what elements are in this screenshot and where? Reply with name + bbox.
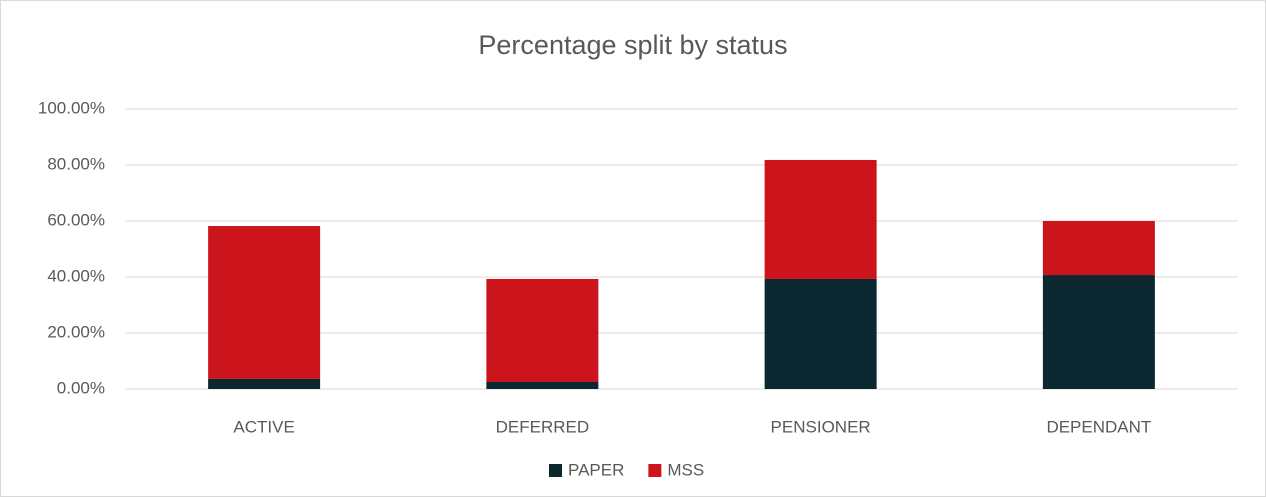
bar-segment: [208, 226, 321, 379]
y-tick-label: 100.00%: [38, 98, 105, 117]
bar-segment: [208, 378, 321, 389]
y-tick-label: 20.00%: [47, 322, 105, 341]
x-tick-label: PENSIONER: [771, 417, 871, 436]
bar-segment: [1042, 221, 1155, 276]
legend-label: MSS: [667, 460, 704, 479]
y-tick-label: 40.00%: [47, 266, 105, 285]
bar-segment: [764, 159, 877, 279]
legend-label: PAPER: [568, 460, 624, 479]
x-tick-label: DEFERRED: [496, 417, 590, 436]
x-tick-label: ACTIVE: [233, 417, 294, 436]
chart-title: Percentage split by status: [478, 30, 787, 60]
bar-segment: [486, 382, 599, 389]
x-tick-label: DEPENDANT: [1046, 417, 1151, 436]
bar-segment: [1042, 275, 1155, 389]
y-tick-label: 60.00%: [47, 210, 105, 229]
y-tick-label: 0.00%: [57, 378, 105, 397]
y-tick-label: 80.00%: [47, 154, 105, 173]
bar-segment: [486, 278, 599, 382]
bar-segment: [764, 278, 877, 389]
legend-swatch: [549, 464, 562, 477]
legend-swatch: [648, 464, 662, 477]
